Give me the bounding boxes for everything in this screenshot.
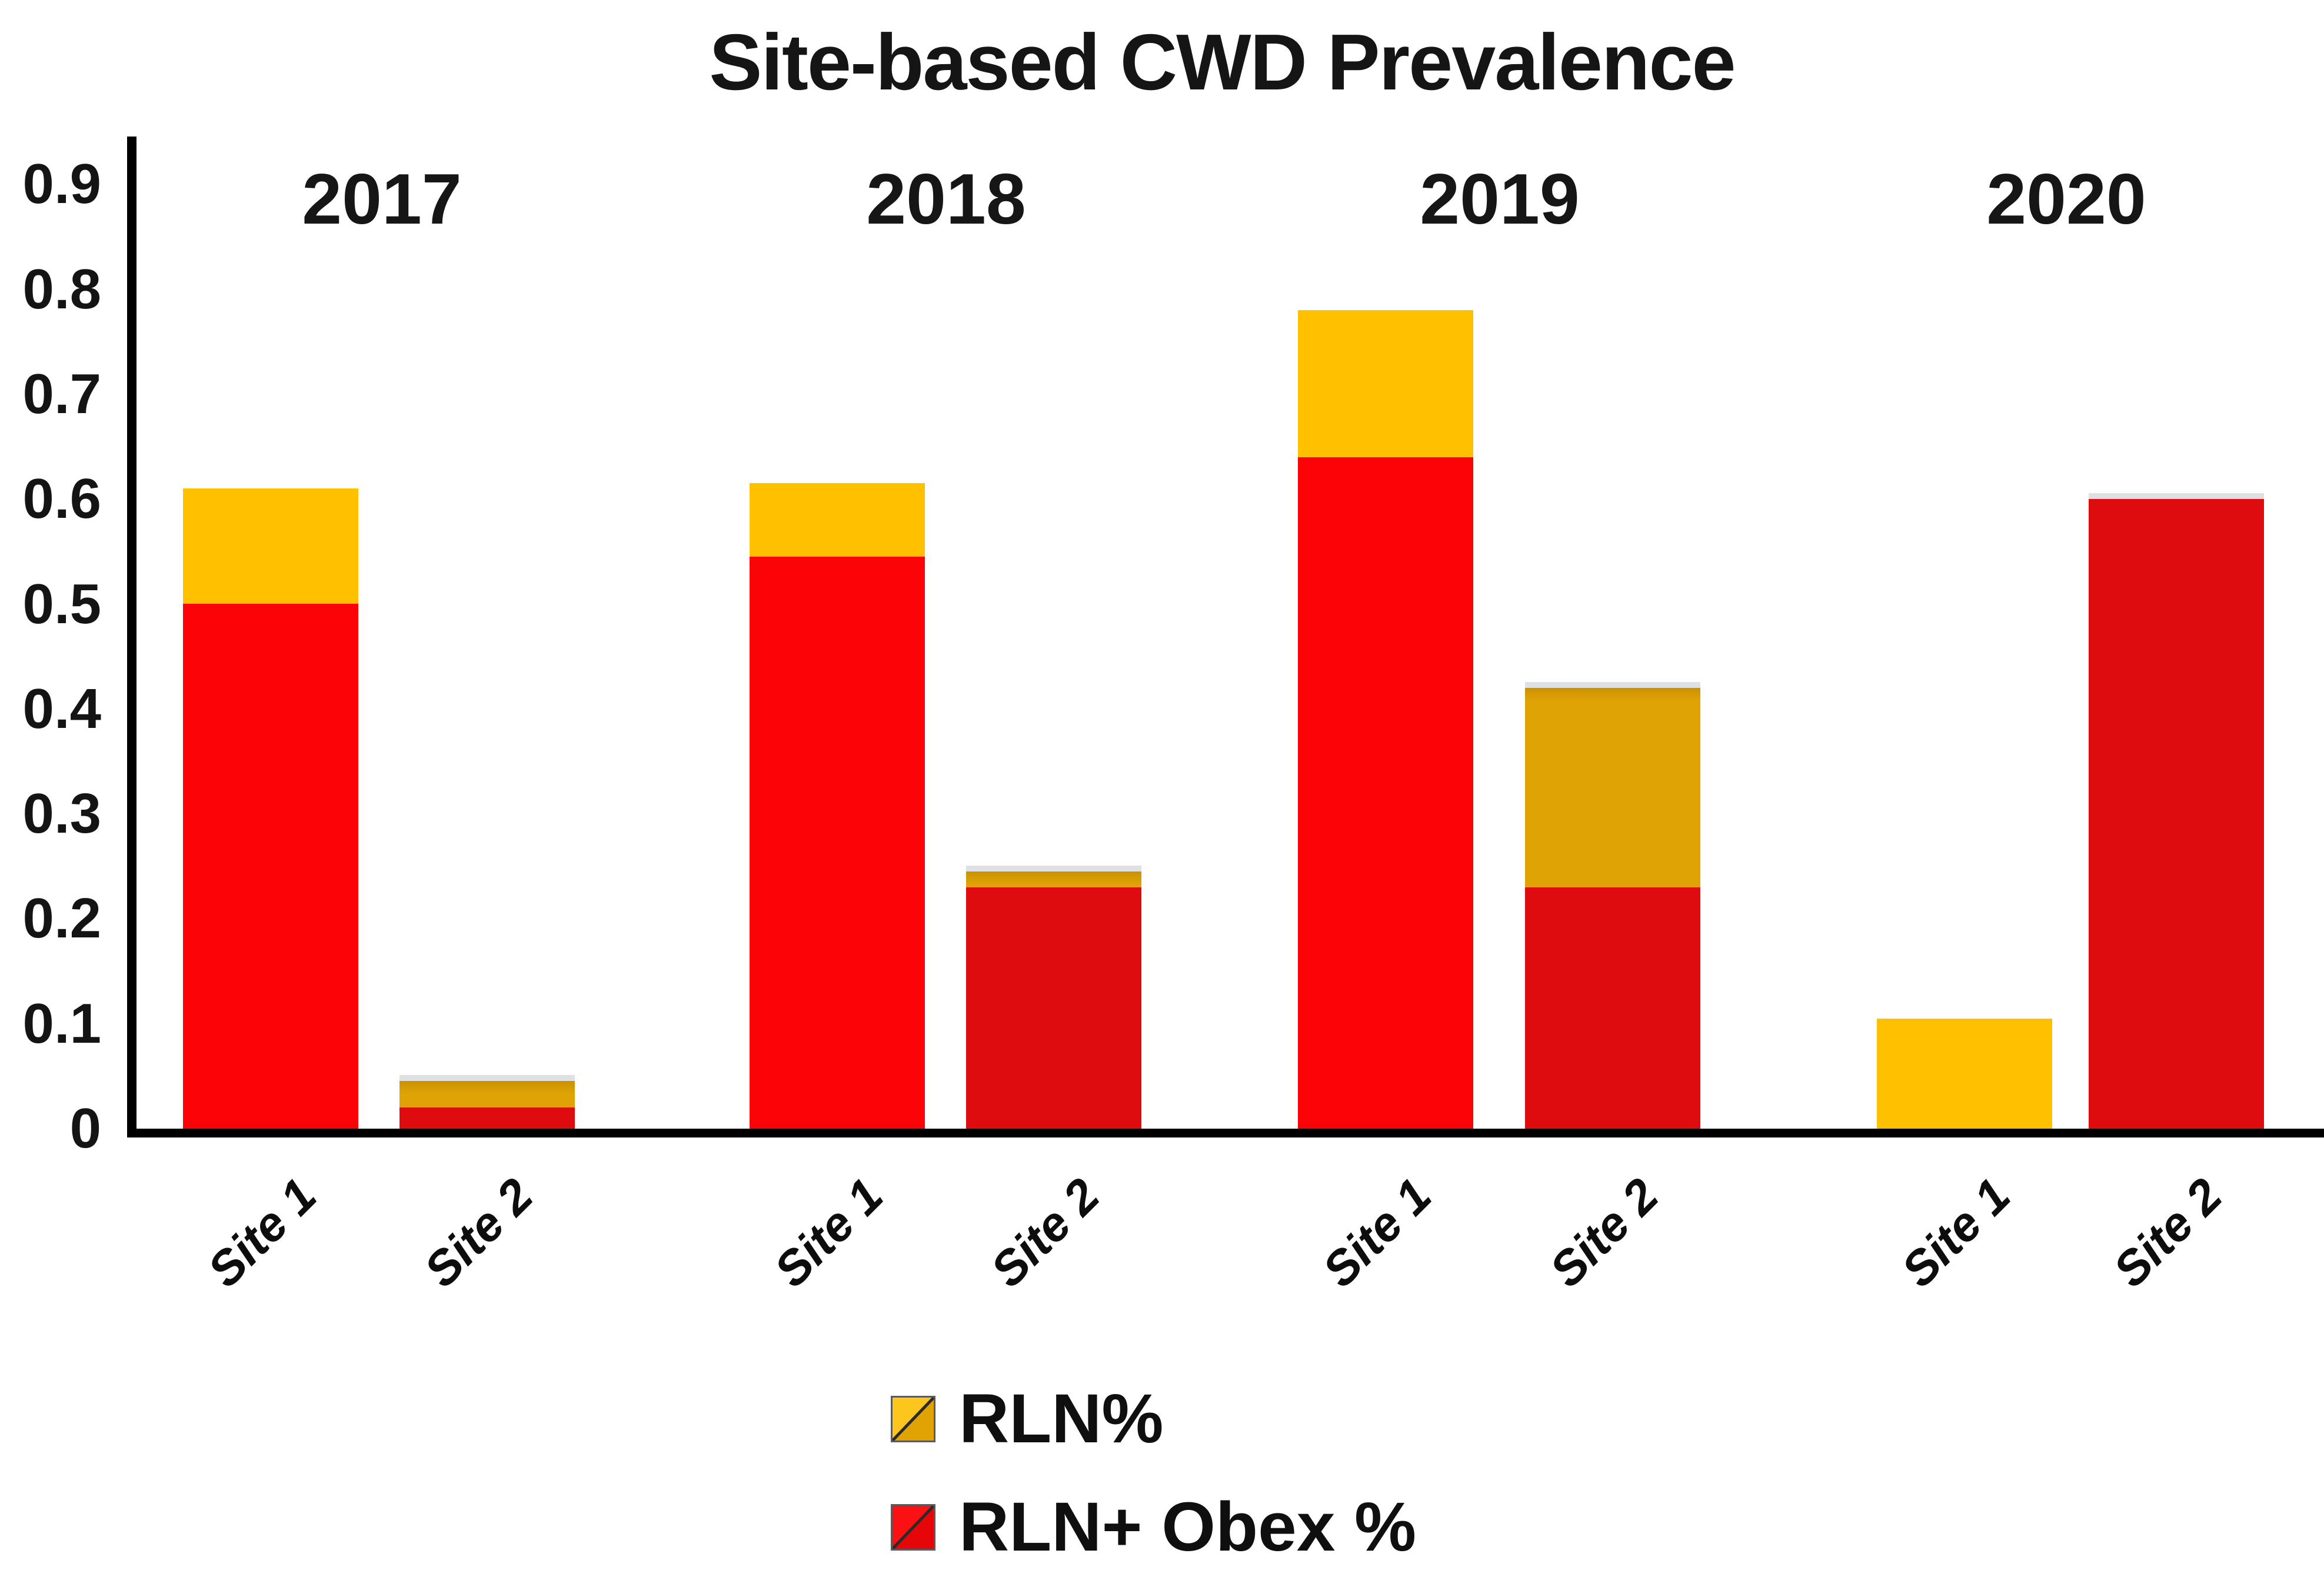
y-axis-line	[127, 137, 136, 1137]
year-label-2020: 2020	[1986, 159, 2146, 239]
x-category-label-4: Site 2	[981, 1168, 1110, 1298]
rln-obex-segment	[750, 557, 925, 1129]
stacked-bar-2017-site2	[399, 1075, 575, 1129]
rln-obex-segment	[399, 1107, 575, 1129]
y-tick-label-0.3: 0.3	[22, 782, 101, 846]
rln-obex-legend-swatch-icon	[891, 1504, 935, 1551]
y-tick-label-0.8: 0.8	[22, 257, 101, 321]
y-tick-label-0: 0	[69, 1097, 101, 1160]
y-tick-label-0.2: 0.2	[22, 887, 101, 950]
legend-item-rln-obex: RLN+ Obex %	[891, 1492, 1416, 1562]
diagonal-hatch-icon	[893, 1505, 934, 1549]
rln-legend-swatch-icon	[891, 1395, 935, 1442]
rln-segment	[1877, 1019, 2052, 1129]
rln-segment	[399, 1081, 575, 1107]
rln-obex-segment	[1525, 887, 1700, 1129]
stacked-bar-2018-site1	[750, 483, 925, 1129]
stacked-bar-2017-site1	[183, 488, 358, 1129]
rln-segment	[1298, 310, 1473, 457]
x-axis-line	[127, 1129, 2324, 1137]
y-tick-label-0.5: 0.5	[22, 572, 101, 636]
legend-label-rln: RLN%	[959, 1380, 1164, 1458]
stacked-bar-2020-site1	[1877, 1019, 2052, 1129]
rln-obex-segment	[1298, 457, 1473, 1129]
stacked-bar-2019-site2	[1525, 682, 1700, 1129]
x-category-label-1: Site 1	[198, 1168, 327, 1298]
chart-title: Site-based CWD Prevalence	[709, 18, 1736, 107]
diagonal-hatch-icon	[893, 1397, 934, 1441]
year-label-2017: 2017	[302, 159, 462, 239]
stacked-bar-2018-site2	[966, 866, 1141, 1129]
rln-segment	[750, 483, 925, 557]
x-category-label-6: Site 2	[1540, 1168, 1669, 1298]
year-label-2018: 2018	[866, 159, 1026, 239]
stacked-bar-2020-site2	[2089, 493, 2264, 1129]
y-tick-label-0.1: 0.1	[22, 992, 101, 1055]
rln-segment	[966, 872, 1141, 887]
legend-label-rln-obex: RLN+ Obex %	[959, 1488, 1417, 1566]
stacked-bar-2019-site1	[1298, 310, 1473, 1129]
y-tick-label-0.7: 0.7	[22, 362, 101, 425]
x-category-label-7: Site 1	[1892, 1168, 2021, 1298]
x-category-label-5: Site 1	[1313, 1168, 1442, 1298]
x-category-label-3: Site 1	[764, 1168, 894, 1298]
rln-segment	[1525, 688, 1700, 887]
rln-segment	[183, 488, 358, 604]
rln-obex-segment	[966, 887, 1141, 1129]
legend-item-rln: RLN%	[891, 1384, 1163, 1453]
y-tick-label-0.9: 0.9	[22, 152, 101, 216]
year-label-2019: 2019	[1420, 159, 1580, 239]
rln-obex-segment	[2089, 499, 2264, 1129]
x-category-label-8: Site 2	[2103, 1168, 2233, 1298]
x-category-label-2: Site 2	[414, 1168, 544, 1298]
y-tick-label-0.6: 0.6	[22, 467, 101, 531]
rln-obex-segment	[183, 604, 358, 1129]
y-tick-label-0.4: 0.4	[22, 677, 101, 740]
